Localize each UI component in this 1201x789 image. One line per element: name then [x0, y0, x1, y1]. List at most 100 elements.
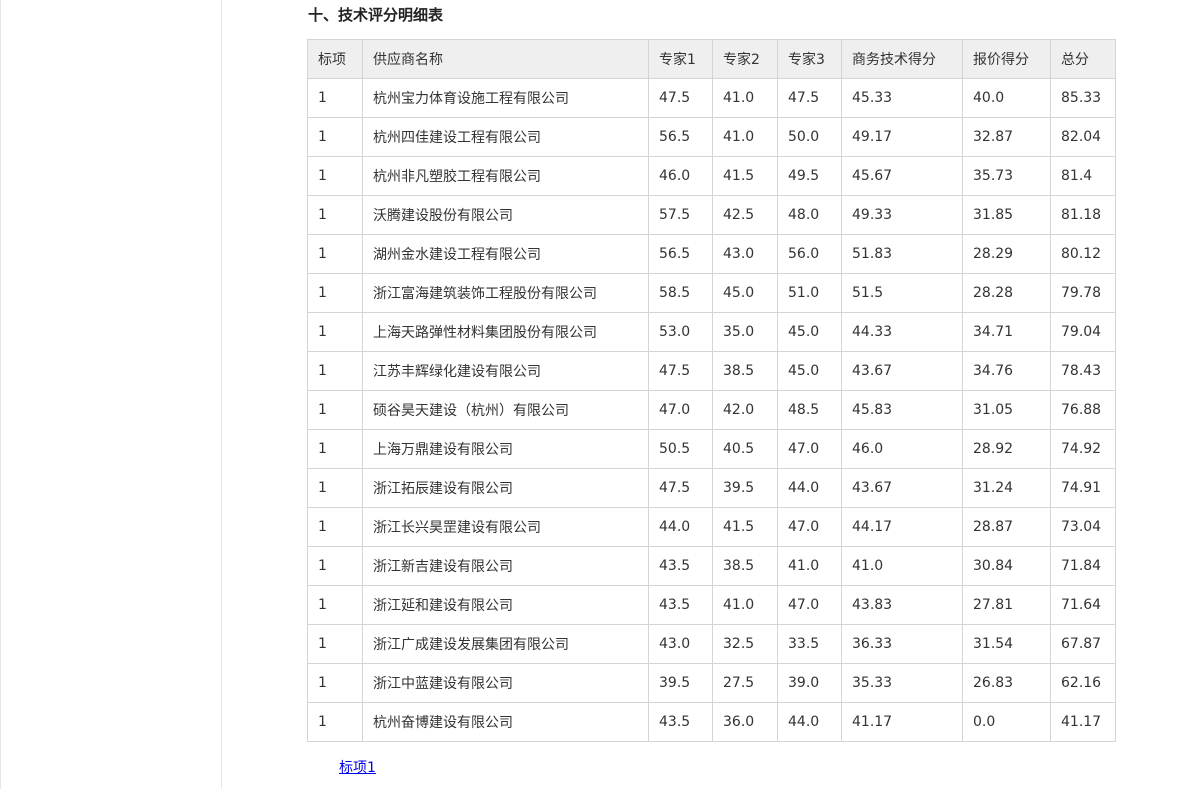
table-cell: 45.0	[777, 351, 842, 391]
table-cell: 28.29	[962, 234, 1051, 274]
table-cell: 47.0	[777, 429, 842, 469]
table-cell: 38.5	[712, 351, 778, 391]
table-cell: 41.0	[712, 117, 778, 157]
table-cell: 43.0	[648, 624, 713, 664]
table-cell: 41.5	[712, 156, 778, 196]
table-cell: 44.0	[777, 702, 842, 742]
table-row: 1 杭州奋博建设有限公司 43.5 36.0 44.0 41.17 0.0 41.17	[307, 702, 1116, 742]
table-cell: 47.0	[648, 390, 713, 430]
table-cell: 34.76	[962, 351, 1051, 391]
column-header: 总分	[1050, 39, 1116, 79]
table-cell: 81.4	[1050, 156, 1116, 196]
table-cell: 46.0	[841, 429, 963, 469]
table-cell: 上海万鼎建设有限公司	[362, 429, 649, 469]
table-cell: 58.5	[648, 273, 713, 313]
table-cell: 79.78	[1050, 273, 1116, 313]
table-cell: 1	[307, 624, 363, 664]
table-row: 1 浙江拓辰建设有限公司 47.5 39.5 44.0 43.67 31.24 74.91	[307, 468, 1116, 508]
table-cell: 26.83	[962, 663, 1051, 703]
table-cell: 42.0	[712, 390, 778, 430]
table-cell: 31.54	[962, 624, 1051, 664]
score-table: 标项 供应商名称 专家1 专家2 专家3 商务技术得分 报价得分 总分 1 杭州宝力体育设施工程…	[307, 39, 1116, 742]
table-cell: 43.5	[648, 585, 713, 625]
table-cell: 杭州宝力体育设施工程有限公司	[362, 78, 649, 118]
table-cell: 41.0	[712, 78, 778, 118]
section-title: 十、技术评分明细表	[308, 6, 444, 24]
table-cell: 41.5	[712, 507, 778, 547]
table-cell: 41.0	[712, 585, 778, 625]
table-cell: 1	[307, 663, 363, 703]
table-cell: 0.0	[962, 702, 1051, 742]
table-cell: 35.33	[841, 663, 963, 703]
lot-1-link[interactable]: 标项1	[339, 760, 376, 776]
table-row: 1 沃腾建设股份有限公司 57.5 42.5 48.0 49.33 31.85 81.18	[307, 195, 1116, 235]
table-cell: 82.04	[1050, 117, 1116, 157]
table-cell: 1	[307, 546, 363, 586]
table-cell: 71.64	[1050, 585, 1116, 625]
table-cell: 40.5	[712, 429, 778, 469]
table-cell: 38.5	[712, 546, 778, 586]
table-row: 1 浙江广成建设发展集团有限公司 43.0 32.5 33.5 36.33 31.54 67.…	[307, 624, 1116, 664]
table-cell: 67.87	[1050, 624, 1116, 664]
table-body: 1 杭州宝力体育设施工程有限公司 47.5 41.0 47.5 45.33 40.0 85.3…	[307, 78, 1116, 742]
table-cell: 43.5	[648, 546, 713, 586]
table-cell: 33.5	[777, 624, 842, 664]
table-cell: 43.67	[841, 468, 963, 508]
table-cell: 74.91	[1050, 468, 1116, 508]
column-header: 标项	[307, 39, 363, 79]
column-header: 供应商名称	[362, 39, 649, 79]
table-cell: 41.17	[841, 702, 963, 742]
table-cell: 28.87	[962, 507, 1051, 547]
table-cell: 45.0	[712, 273, 778, 313]
table-cell: 49.17	[841, 117, 963, 157]
table-cell: 1	[307, 195, 363, 235]
table-cell: 27.81	[962, 585, 1051, 625]
table-cell: 48.0	[777, 195, 842, 235]
table-cell: 浙江延和建设有限公司	[362, 585, 649, 625]
table-cell: 43.0	[712, 234, 778, 274]
left-border	[0, 0, 1, 789]
table-cell: 56.5	[648, 234, 713, 274]
table-cell: 1	[307, 156, 363, 196]
table-cell: 44.0	[777, 468, 842, 508]
table-cell: 79.04	[1050, 312, 1116, 352]
table-cell: 35.0	[712, 312, 778, 352]
table-cell: 49.33	[841, 195, 963, 235]
table-cell: 1	[307, 78, 363, 118]
table-cell: 浙江中蓝建设有限公司	[362, 663, 649, 703]
table-cell: 35.73	[962, 156, 1051, 196]
table-header-row: 标项 供应商名称 专家1 专家2 专家3 商务技术得分 报价得分 总分	[307, 39, 1116, 79]
table-cell: 30.84	[962, 546, 1051, 586]
table-cell: 44.17	[841, 507, 963, 547]
table-row: 1 上海天路弹性材料集团股份有限公司 53.0 35.0 45.0 44.33 34.71 7…	[307, 312, 1116, 352]
table-cell: 47.5	[648, 468, 713, 508]
table-cell: 49.5	[777, 156, 842, 196]
table-row: 1 浙江长兴昊罡建设有限公司 44.0 41.5 47.0 44.17 28.87 73.04	[307, 507, 1116, 547]
table-cell: 45.0	[777, 312, 842, 352]
table-cell: 32.5	[712, 624, 778, 664]
table-cell: 28.92	[962, 429, 1051, 469]
table-row: 1 上海万鼎建设有限公司 50.5 40.5 47.0 46.0 28.92 74.92	[307, 429, 1116, 469]
column-header: 专家3	[777, 39, 842, 79]
table-cell: 31.85	[962, 195, 1051, 235]
column-header: 商务技术得分	[841, 39, 963, 79]
table-cell: 62.16	[1050, 663, 1116, 703]
table-cell: 41.0	[841, 546, 963, 586]
table-cell: 57.5	[648, 195, 713, 235]
table-cell: 56.0	[777, 234, 842, 274]
table-cell: 27.5	[712, 663, 778, 703]
table-cell: 85.33	[1050, 78, 1116, 118]
table-cell: 湖州金水建设工程有限公司	[362, 234, 649, 274]
table-cell: 43.67	[841, 351, 963, 391]
table-cell: 浙江长兴昊罡建设有限公司	[362, 507, 649, 547]
table-cell: 1	[307, 507, 363, 547]
table-cell: 江苏丰辉绿化建设有限公司	[362, 351, 649, 391]
table-row: 1 湖州金水建设工程有限公司 56.5 43.0 56.0 51.83 28.29 80.12	[307, 234, 1116, 274]
table-cell: 28.28	[962, 273, 1051, 313]
table-cell: 45.33	[841, 78, 963, 118]
table-cell: 31.24	[962, 468, 1051, 508]
table-cell: 1	[307, 429, 363, 469]
table-cell: 杭州奋博建设有限公司	[362, 702, 649, 742]
table-cell: 1	[307, 390, 363, 430]
table-cell: 43.83	[841, 585, 963, 625]
